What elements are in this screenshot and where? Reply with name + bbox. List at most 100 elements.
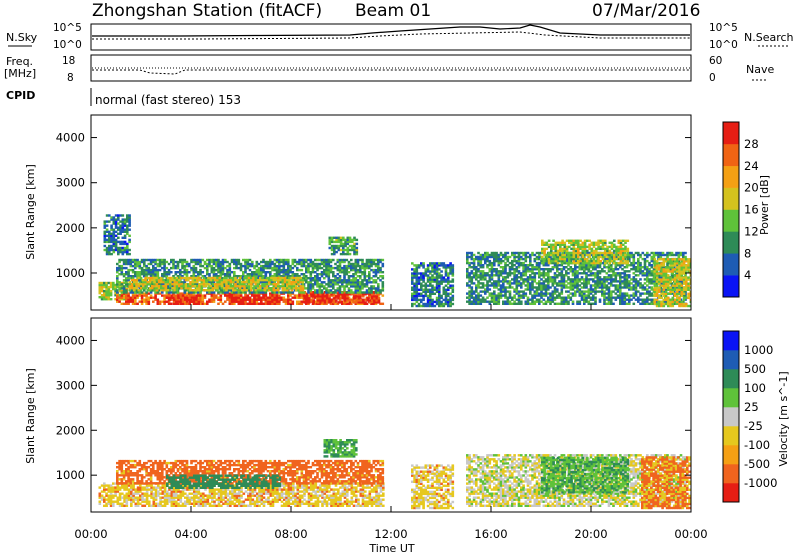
power-cell (542, 284, 546, 287)
power-cell (592, 278, 595, 281)
power-cell (257, 275, 261, 278)
power-cell (431, 300, 434, 304)
power-cell (650, 274, 654, 277)
power-cell (451, 298, 455, 302)
power-cell (354, 285, 358, 288)
power-cell (607, 266, 611, 269)
noise-panel: N.Sky 10^5 10^0 10^5 10^0 N.Search (6, 22, 794, 51)
power-cell (449, 292, 452, 295)
power-cell (114, 294, 117, 297)
power-cell (592, 294, 595, 297)
power-cell (415, 276, 419, 279)
power-cell (657, 274, 660, 277)
power-cell (107, 291, 111, 295)
power-cell (134, 291, 137, 294)
power-cell (270, 289, 273, 292)
power-cell (438, 290, 441, 293)
power-cell (278, 273, 281, 276)
power-cell (648, 264, 651, 267)
power-cell (368, 273, 371, 276)
power-cell (154, 275, 157, 278)
power-cell (547, 270, 550, 273)
power-cell (105, 294, 108, 297)
power-cell (594, 282, 597, 285)
power-cell (253, 266, 256, 270)
power-cell (311, 277, 315, 280)
power-cell (121, 222, 125, 225)
power-cell (127, 258, 130, 262)
power-cell (574, 268, 577, 271)
power-cell (269, 264, 272, 268)
power-cell (128, 289, 132, 292)
power-cell (230, 298, 234, 301)
power-cell (105, 240, 109, 244)
power-cell (152, 300, 155, 303)
power-cell (614, 255, 618, 259)
power-cell (522, 268, 525, 271)
power-cell (420, 274, 423, 277)
power-cell (580, 272, 584, 275)
power-cell (173, 282, 177, 286)
power-cell (484, 290, 487, 293)
power-cell (298, 294, 301, 297)
power-cell (488, 284, 492, 287)
power-cell (330, 236, 334, 239)
power-cell (353, 301, 356, 304)
power-cell (538, 280, 541, 283)
power-cell (199, 258, 202, 262)
power-cell (513, 282, 516, 285)
power-cell (345, 300, 349, 303)
power-cell (495, 272, 498, 275)
power-cell (210, 300, 214, 303)
power-cell (221, 271, 225, 274)
power-cell (228, 264, 232, 268)
power-cell (661, 290, 665, 293)
power-cell (295, 278, 298, 282)
power-cell (314, 277, 317, 280)
power-cell (152, 296, 155, 299)
power-cell (314, 281, 317, 284)
power-cell (100, 289, 104, 293)
power-cell (309, 260, 313, 264)
power-cell (426, 280, 430, 283)
power-cell (424, 272, 428, 275)
power-cell (118, 266, 121, 270)
power-cell (289, 264, 292, 268)
power-cell (440, 262, 443, 265)
power-cell (179, 300, 183, 303)
power-cell (244, 266, 247, 270)
power-cell (208, 298, 211, 301)
power-cell (472, 298, 476, 301)
power-cell (374, 264, 378, 268)
power-cell (287, 300, 290, 303)
nave-tick-top: 60 (709, 55, 722, 67)
power-cell (587, 302, 591, 305)
power-cell (556, 302, 559, 305)
power-cell (529, 302, 532, 305)
power-cell (161, 300, 164, 303)
power-cell (172, 291, 175, 294)
power-cell (98, 285, 102, 289)
noise-sky-label: N.Sky (6, 31, 38, 44)
power-cell (605, 302, 609, 305)
power-cell (251, 262, 254, 266)
power-cell (145, 302, 148, 305)
power-cell (381, 287, 385, 290)
power-cell (109, 294, 113, 297)
power-cell (433, 270, 437, 273)
power-cell (320, 302, 324, 305)
power-cell (329, 294, 333, 297)
power-cell (576, 257, 579, 261)
power-cell (515, 274, 519, 277)
power-cell (336, 268, 340, 272)
power-cell (286, 284, 289, 288)
power-cell (208, 273, 211, 276)
power-cell (433, 288, 437, 291)
power-cell (191, 284, 195, 288)
power-cell (413, 284, 416, 287)
power-cell (329, 289, 333, 292)
power-cell (580, 296, 584, 299)
power-cell (603, 278, 606, 281)
power-cell (538, 272, 541, 275)
power-cell (216, 280, 219, 284)
